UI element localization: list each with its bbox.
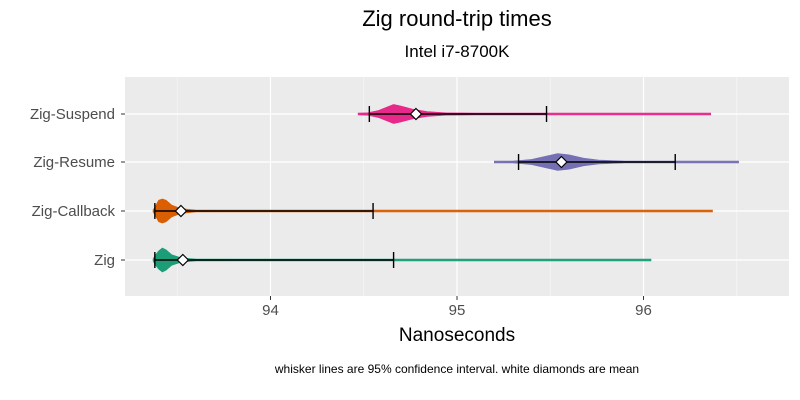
y-tick-label: Zig xyxy=(94,252,115,269)
violin-zig-callback xyxy=(152,198,713,224)
mean-diamond xyxy=(409,107,423,121)
axis-ticks: Zig-Suspend Zig-Resume Zig-Callback Zig 94 95… xyxy=(30,106,652,319)
chart-title: Zig round-trip times xyxy=(362,6,552,31)
y-tick-label: Zig-Callback xyxy=(32,203,116,220)
x-tick-label: 94 xyxy=(262,302,279,319)
y-tick-label: Zig-Resume xyxy=(33,154,115,171)
mean-diamond xyxy=(174,204,188,218)
mean-diamond xyxy=(176,253,190,267)
y-tick-label: Zig-Suspend xyxy=(30,106,115,123)
chart-subtitle: Intel i7-8700K xyxy=(404,42,510,61)
violin-zig xyxy=(152,247,652,273)
x-tick-label: 96 xyxy=(635,302,652,319)
whiskers xyxy=(154,106,676,268)
mean-diamond xyxy=(555,155,568,169)
x-tick-label: 95 xyxy=(449,302,466,319)
x-axis-label: Nanoseconds xyxy=(398,325,516,346)
chart-caption: whisker lines are 95% confidence interva… xyxy=(274,362,640,376)
